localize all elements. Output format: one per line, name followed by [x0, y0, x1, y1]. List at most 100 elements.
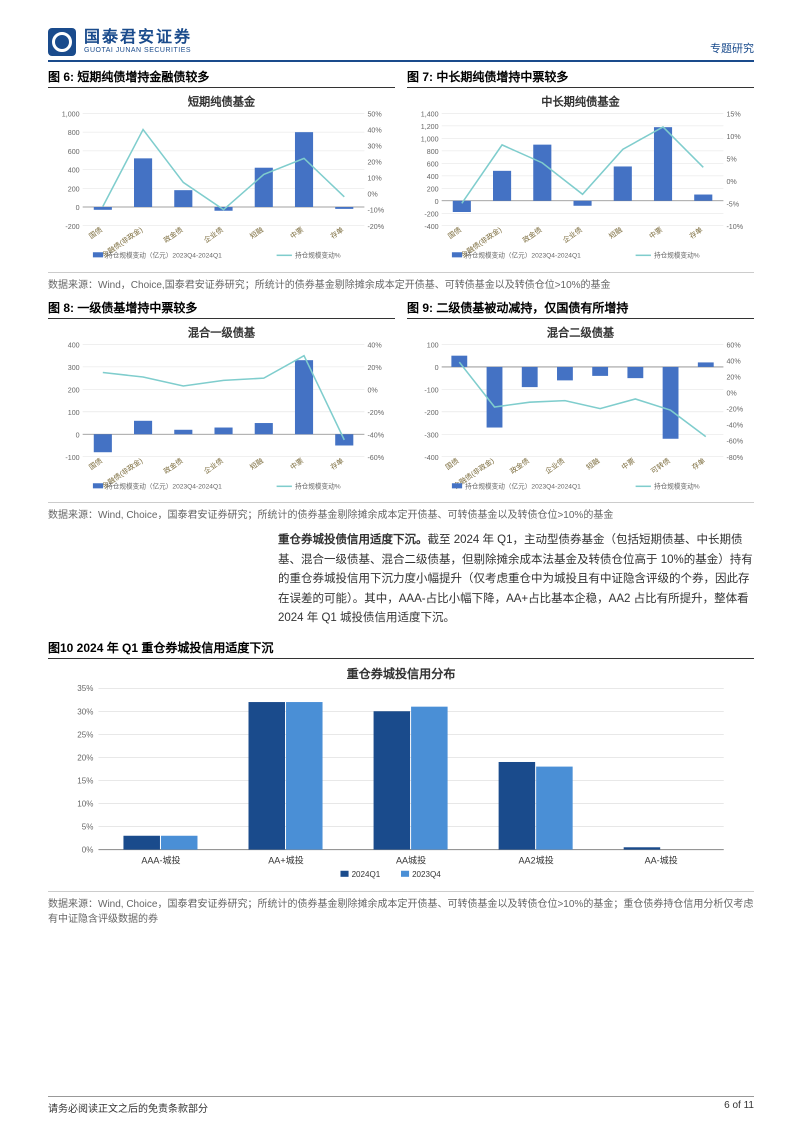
svg-text:持仓规模变动（亿元）2023Q4-2024Q1: 持仓规模变动（亿元）2023Q4-2024Q1 [106, 481, 222, 490]
svg-text:400: 400 [68, 341, 80, 349]
svg-text:-200: -200 [424, 408, 438, 416]
svg-text:50%: 50% [367, 111, 382, 119]
svg-text:10%: 10% [77, 799, 93, 808]
figure-10-title: 图10 2024 年 Q1 重仓券城投信用适度下沉 [48, 639, 754, 659]
svg-text:-100: -100 [65, 453, 79, 461]
svg-text:AA城投: AA城投 [396, 854, 426, 865]
svg-text:-200: -200 [424, 210, 438, 218]
svg-text:20%: 20% [77, 753, 93, 762]
svg-text:中长期纯债基金: 中长期纯债基金 [541, 94, 620, 108]
svg-text:30%: 30% [77, 707, 93, 716]
logo-icon [48, 28, 76, 56]
svg-text:200: 200 [68, 185, 80, 193]
svg-text:-60%: -60% [726, 437, 743, 445]
source-10: 数据来源：Wind, Choice，国泰君安证券研究；所统计的债券基金剔除摊余成… [48, 891, 754, 925]
svg-text:400: 400 [68, 167, 80, 175]
svg-text:0%: 0% [726, 178, 737, 186]
svg-text:-5%: -5% [726, 200, 739, 208]
svg-text:-60%: -60% [367, 453, 384, 461]
svg-text:200: 200 [68, 386, 80, 394]
svg-text:35%: 35% [77, 684, 93, 693]
svg-text:30%: 30% [367, 143, 382, 151]
svg-text:600: 600 [68, 148, 80, 156]
svg-text:1,000: 1,000 [62, 111, 80, 119]
svg-text:短期纯债基金: 短期纯债基金 [188, 94, 256, 108]
svg-text:300: 300 [68, 363, 80, 371]
svg-text:重仓券城投信用分布: 重仓券城投信用分布 [347, 666, 456, 681]
figure-9-chart: 混合二级债基-400-300-200-1000100-80%-60%-40%-2… [407, 322, 754, 496]
svg-text:混合二级债基: 混合二级债基 [547, 325, 615, 339]
svg-text:持仓规模变动%: 持仓规模变动% [295, 250, 341, 259]
svg-text:AA+城投: AA+城投 [268, 854, 304, 865]
figure-7-title: 图 7: 中长期纯债增持中票较多 [407, 68, 754, 88]
svg-text:400: 400 [427, 173, 439, 181]
figure-6-title: 图 6: 短期纯债增持金融债较多 [48, 68, 395, 88]
body-text-content: 截至 2024 年 Q1，主动型债券基金（包括短期债基、中长期债基、混合一级债基… [278, 534, 753, 624]
svg-text:0: 0 [435, 363, 439, 371]
footer-disclaimer: 请务必阅读正文之后的免责条款部分 [48, 1100, 208, 1115]
logo-text-en: GUOTAI JUNAN SECURITIES [84, 47, 192, 55]
svg-text:5%: 5% [726, 155, 737, 163]
svg-text:40%: 40% [367, 341, 382, 349]
svg-text:混合一级债基: 混合一级债基 [188, 325, 256, 339]
svg-text:800: 800 [427, 148, 439, 156]
header-category: 专题研究 [710, 40, 754, 56]
footer-page-number: 6 of 11 [724, 1100, 754, 1115]
svg-text:持仓规模变动（亿元）2023Q4-2024Q1: 持仓规模变动（亿元）2023Q4-2024Q1 [465, 250, 581, 259]
svg-text:0: 0 [76, 204, 80, 212]
svg-text:-400: -400 [424, 223, 438, 231]
source-89: 数据来源：Wind, Choice，国泰君安证券研究；所统计的债券基金剔除摊余成… [48, 502, 754, 521]
svg-text:0%: 0% [726, 389, 737, 397]
svg-text:40%: 40% [726, 357, 741, 365]
svg-text:800: 800 [68, 129, 80, 137]
figure-8-chart: 混合一级债基-1000100200300400-60%-40%-20%0%20%… [48, 322, 395, 496]
svg-text:1,200: 1,200 [421, 123, 439, 131]
svg-text:25%: 25% [77, 730, 93, 739]
svg-text:持仓规模变动%: 持仓规模变动% [654, 481, 700, 490]
svg-text:-10%: -10% [726, 223, 743, 231]
page-footer: 请务必阅读正文之后的免责条款部分 6 of 11 [48, 1096, 754, 1115]
svg-text:20%: 20% [726, 373, 741, 381]
svg-text:-200: -200 [65, 223, 79, 231]
logo: 国泰君安证券 GUOTAI JUNAN SECURITIES [48, 28, 192, 56]
svg-text:-80%: -80% [726, 453, 743, 461]
figure-6-chart: 短期纯债基金 -200 0 200 400 600 800 1,000 -20% -10% 0% 10… [48, 91, 395, 265]
svg-text:持仓规模变动（亿元）2023Q4-2024Q1: 持仓规模变动（亿元）2023Q4-2024Q1 [106, 250, 222, 259]
svg-text:AAA-城投: AAA-城投 [141, 854, 180, 865]
svg-text:持仓规模变动%: 持仓规模变动% [295, 481, 341, 490]
svg-text:-20%: -20% [367, 408, 384, 416]
svg-text:持仓规模变动%: 持仓规模变动% [654, 250, 700, 259]
logo-text-cn: 国泰君安证券 [84, 29, 192, 47]
figure-10-chart: 重仓券城投信用分布0%5%10%15%20%25%30%35%AAA-城投AA+… [48, 662, 754, 884]
page-header: 国泰君安证券 GUOTAI JUNAN SECURITIES 专题研究 [48, 28, 754, 62]
svg-text:0%: 0% [367, 386, 378, 394]
svg-text:20%: 20% [367, 363, 382, 371]
svg-text:0: 0 [435, 198, 439, 206]
svg-text:AA-城投: AA-城投 [645, 854, 678, 865]
svg-text:600: 600 [427, 160, 439, 168]
svg-text:10%: 10% [367, 175, 382, 183]
svg-text:200: 200 [427, 185, 439, 193]
body-bold: 重仓券城投债信用适度下沉。 [278, 534, 428, 546]
figure-8-title: 图 8: 一级债基增持中票较多 [48, 299, 395, 319]
svg-text:40%: 40% [367, 127, 382, 135]
svg-text:-300: -300 [424, 431, 438, 439]
svg-text:100: 100 [68, 408, 80, 416]
svg-text:20%: 20% [367, 159, 382, 167]
svg-text:-20%: -20% [367, 223, 384, 231]
svg-text:1,000: 1,000 [421, 135, 439, 143]
svg-text:-10%: -10% [367, 207, 384, 215]
svg-text:2023Q4: 2023Q4 [412, 870, 441, 879]
svg-text:0%: 0% [367, 191, 378, 199]
svg-text:-20%: -20% [726, 405, 743, 413]
svg-text:-40%: -40% [726, 421, 743, 429]
svg-text:60%: 60% [726, 341, 741, 349]
source-67: 数据来源：Wind，Choice,国泰君安证券研究；所统计的债券基金剔除摊余成本… [48, 272, 754, 291]
svg-text:0%: 0% [82, 845, 94, 854]
figure-7-chart: 中长期纯债基金-400-20002004006008001,0001,2001,… [407, 91, 754, 265]
svg-text:持仓规模变动（亿元）2023Q4-2024Q1: 持仓规模变动（亿元）2023Q4-2024Q1 [465, 481, 581, 490]
figure-9-title: 图 9: 二级债基被动减持，仅国债有所增持 [407, 299, 754, 319]
svg-text:AA2城投: AA2城投 [519, 854, 554, 865]
svg-text:5%: 5% [82, 822, 94, 831]
body-paragraph: 重仓券城投债信用适度下沉。截至 2024 年 Q1，主动型债券基金（包括短期债基… [278, 531, 754, 629]
